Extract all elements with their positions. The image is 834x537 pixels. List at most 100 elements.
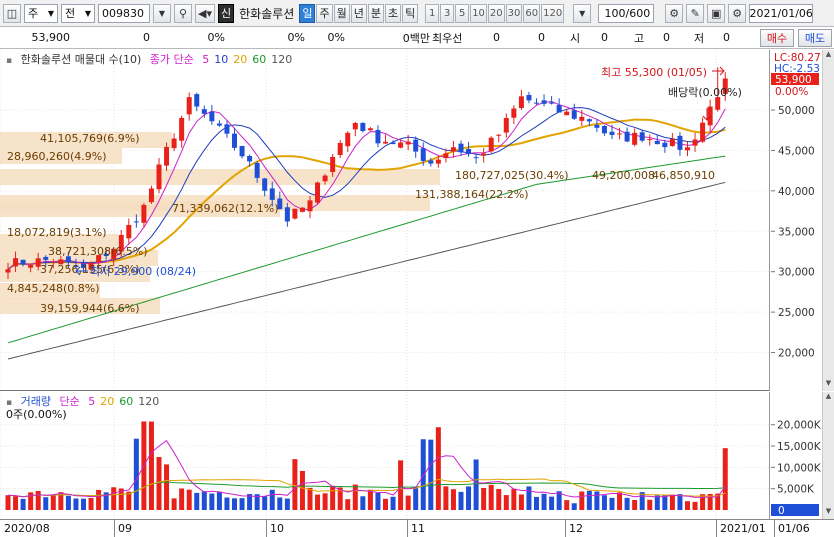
period-button-2[interactable]: 월 bbox=[333, 3, 350, 23]
price-ma-label: 종가 단순 bbox=[149, 53, 194, 66]
volume-bar bbox=[594, 491, 600, 510]
volume-chart bbox=[0, 392, 770, 519]
date-label: 11 bbox=[411, 522, 425, 535]
interval-dropdown-icon[interactable]: ▼ bbox=[573, 3, 592, 23]
price-chart-pane[interactable]: 41,105,769(6.9%) 28,960,260(4.9%) 180,727,… bbox=[0, 50, 770, 391]
volume-bar bbox=[526, 486, 532, 510]
interval-button-120[interactable]: 120 bbox=[541, 3, 565, 23]
speaker-icon[interactable]: ◀▾ bbox=[195, 3, 215, 23]
market-type-select[interactable]: 주 ▼ bbox=[24, 3, 58, 23]
save-icon[interactable]: ▣ bbox=[707, 3, 726, 23]
volume-bar bbox=[367, 489, 373, 510]
candle-body bbox=[330, 157, 336, 173]
volume-bar bbox=[13, 496, 19, 510]
candle-body bbox=[43, 256, 49, 260]
volume-bar bbox=[700, 494, 706, 510]
open-value: 0 bbox=[601, 31, 608, 44]
volume-profile-label: 46,850,910 bbox=[652, 169, 715, 182]
interval-button-30[interactable]: 30 bbox=[505, 3, 523, 23]
period-button-6[interactable]: 틱 bbox=[402, 3, 419, 23]
candle-body bbox=[179, 117, 185, 141]
volume-bar bbox=[632, 499, 638, 510]
volume-bar bbox=[269, 489, 275, 510]
period-type-value: 전 bbox=[65, 7, 76, 20]
volume-bar bbox=[156, 457, 162, 510]
buy-button[interactable]: 매수 bbox=[760, 29, 794, 47]
volume-chart-pane[interactable]: ▪ 거래량 단순 5 20 60 120 0주(0.00%) bbox=[0, 392, 770, 519]
volume-bar bbox=[164, 464, 170, 510]
volume-profile-label: 131,388,164(22.2%) bbox=[415, 188, 529, 201]
candle-body bbox=[35, 258, 41, 267]
scroll-down-icon[interactable]: ▼ bbox=[825, 507, 832, 515]
candle-body bbox=[398, 142, 404, 148]
data-count-input[interactable]: 100/600 bbox=[598, 3, 655, 23]
interval-button-60[interactable]: 60 bbox=[523, 3, 541, 23]
candle-body bbox=[405, 141, 411, 145]
candle-body bbox=[571, 110, 577, 119]
interval-buttons: 1 3 5 10 20 30 60 120 bbox=[425, 3, 565, 23]
period-button-1[interactable]: 주 bbox=[316, 3, 333, 23]
volume-bar bbox=[496, 489, 502, 510]
legend-grip-icon: ▪ bbox=[6, 398, 13, 408]
interval-button-10[interactable]: 10 bbox=[470, 3, 487, 23]
scroll-up-icon[interactable]: ▲ bbox=[825, 50, 832, 58]
date-input[interactable]: 2021/01/06 bbox=[749, 3, 814, 23]
price-axis-label: 30,000 bbox=[778, 267, 815, 279]
candle-body bbox=[488, 137, 494, 152]
scroll-down-icon[interactable]: ▼ bbox=[825, 379, 832, 387]
volume-bar bbox=[435, 427, 441, 510]
volume-axis-label: 15,000K bbox=[777, 441, 822, 453]
period-button-3[interactable]: 년 bbox=[350, 3, 367, 23]
candle-body bbox=[133, 221, 139, 223]
high-marker: 최고 55,300 (01/05) bbox=[601, 66, 707, 79]
dividend-arrow-icon bbox=[702, 108, 712, 121]
scroll-up-icon[interactable]: ▲ bbox=[825, 392, 832, 400]
price-change: 0 bbox=[143, 31, 150, 44]
date-value: 2021/01/06 bbox=[749, 6, 813, 20]
period-button-4[interactable]: 분 bbox=[367, 3, 384, 23]
date-tick bbox=[114, 520, 115, 537]
chart-settings-icon[interactable]: ⚙ bbox=[665, 3, 684, 23]
gear-icon[interactable]: ⚙ bbox=[728, 3, 747, 23]
low-label: 저 bbox=[694, 31, 705, 45]
candle-body bbox=[624, 131, 630, 142]
candle-body bbox=[564, 111, 570, 116]
volume-current-box bbox=[771, 504, 819, 516]
sell-button[interactable]: 매도 bbox=[798, 29, 832, 47]
candle-body bbox=[639, 132, 645, 141]
candle-body bbox=[390, 142, 396, 145]
stock-code-input[interactable]: 009830 bbox=[98, 3, 150, 23]
best-ask: 0 bbox=[538, 31, 545, 44]
volume-bar bbox=[292, 459, 298, 510]
interval-button-20[interactable]: 20 bbox=[487, 3, 505, 23]
period-type-select[interactable]: 전 ▼ bbox=[61, 3, 95, 23]
volume-scrollbar[interactable]: ▲ ▼ bbox=[822, 392, 834, 519]
date-tick bbox=[716, 520, 717, 537]
chart-menu-icon[interactable]: ◫ bbox=[3, 3, 21, 23]
volume-bar bbox=[481, 487, 487, 510]
volume-bar bbox=[639, 492, 645, 510]
volume-bar bbox=[216, 491, 222, 510]
market-type-value: 주 bbox=[28, 7, 39, 20]
interval-button-3[interactable]: 3 bbox=[440, 3, 455, 23]
draw-tool-icon[interactable]: ✎ bbox=[686, 3, 705, 23]
volume-bar bbox=[609, 497, 615, 510]
candle-body bbox=[435, 159, 441, 164]
date-label: 09 bbox=[118, 522, 132, 535]
volume-bar bbox=[428, 439, 434, 510]
chevron-down-icon: ▼ bbox=[47, 8, 54, 18]
interval-button-5[interactable]: 5 bbox=[455, 3, 470, 23]
last-price-box bbox=[771, 73, 819, 85]
candle-body bbox=[126, 224, 132, 239]
volume-bar bbox=[118, 488, 124, 510]
volume-axis: 20,000K 15,000K 10,000K 5,000K 0 bbox=[771, 392, 822, 519]
candle-body bbox=[65, 256, 71, 262]
candle-body bbox=[103, 253, 109, 257]
period-button-0[interactable]: 일 bbox=[299, 3, 316, 23]
period-button-5[interactable]: 초 bbox=[384, 3, 402, 23]
code-dropdown-icon[interactable]: ▼ bbox=[153, 3, 171, 23]
date-label: 2020/08 bbox=[4, 522, 50, 535]
search-icon[interactable]: ⚲ bbox=[174, 3, 192, 23]
price-scrollbar[interactable]: ▲ ▼ bbox=[822, 50, 834, 391]
interval-button-1[interactable]: 1 bbox=[425, 3, 440, 23]
